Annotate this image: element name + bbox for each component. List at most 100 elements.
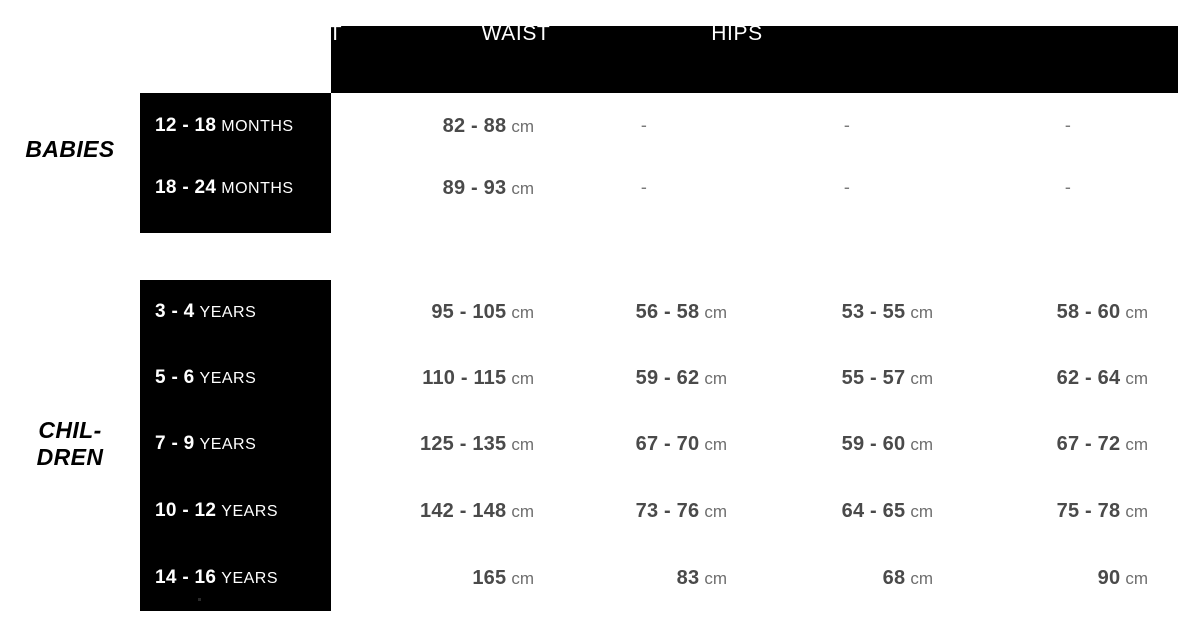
value-unit: cm <box>704 569 727 588</box>
value-children-2-bust: 67 - 70 cm <box>467 433 727 456</box>
value-children-3-bust: 73 - 76 cm <box>467 500 727 523</box>
size-block-children <box>140 280 331 611</box>
value-number: 59 - 60 <box>841 433 906 455</box>
render-artifact-dot <box>198 598 201 601</box>
size-unit: MONTHS <box>221 180 294 197</box>
size-unit: YEARS <box>221 503 279 520</box>
value-number: - <box>1064 115 1072 135</box>
size-label-children-2: 7 - 9 YEARS <box>155 433 256 455</box>
value-children-2-height: 125 - 135 cm <box>274 433 534 456</box>
value-number: 55 - 57 <box>841 367 906 389</box>
value-children-2-hips: 67 - 72 cm <box>888 433 1148 456</box>
size-label-children-0: 3 - 4 YEARS <box>155 301 256 323</box>
value-babies-0-height: 82 - 88 cm <box>274 115 534 138</box>
group-label-children: CHIL- DREN <box>36 417 104 471</box>
value-children-1-height: 110 - 115 cm <box>274 367 534 390</box>
size-label-children-3: 10 - 12 YEARS <box>155 500 278 522</box>
value-number: 67 - 70 <box>635 433 700 455</box>
size-range: 10 - 12 <box>155 500 217 521</box>
value-number: - <box>640 177 648 197</box>
size-range: 18 - 24 <box>155 177 217 198</box>
value-children-0-waist: 53 - 55 cm <box>673 301 933 324</box>
size-range: 7 - 9 <box>155 433 195 454</box>
value-children-0-height: 95 - 105 cm <box>274 301 534 324</box>
value-number: 64 - 65 <box>841 500 906 522</box>
size-unit: YEARS <box>199 304 257 321</box>
value-babies-1-bust: - cm <box>514 177 774 198</box>
value-children-0-bust: 56 - 58 cm <box>467 301 727 324</box>
value-number: 142 - 148 <box>420 500 507 522</box>
value-number: 62 - 64 <box>1056 367 1121 389</box>
size-range: 12 - 18 <box>155 115 217 136</box>
value-number: - <box>843 177 851 197</box>
size-unit: YEARS <box>199 370 257 387</box>
value-babies-0-waist: -cm <box>717 115 977 136</box>
size-unit: MONTHS <box>221 118 294 135</box>
value-unit: cm <box>511 569 534 588</box>
size-range: 5 - 6 <box>155 367 195 388</box>
value-children-3-waist: 64 - 65 cm <box>673 500 933 523</box>
value-unit: cm <box>704 502 727 521</box>
value-children-1-hips: 62 - 64 cm <box>888 367 1148 390</box>
value-children-4-height: 165 cm <box>274 567 534 590</box>
value-unit: cm <box>910 435 933 454</box>
value-unit: cm <box>910 303 933 322</box>
size-label-babies-0: 12 - 18 MONTHS <box>155 115 294 137</box>
value-number: - <box>640 115 648 135</box>
column-header-waist: WAIST <box>481 22 551 45</box>
value-unit: cm <box>1125 435 1148 454</box>
value-babies-0-hips: -cm <box>938 115 1198 136</box>
value-unit: cm <box>511 435 534 454</box>
value-unit: cm <box>704 369 727 388</box>
value-children-3-hips: 75 - 78 cm <box>888 500 1148 523</box>
value-children-0-hips: 58 - 60 cm <box>888 301 1148 324</box>
value-unit: cm <box>704 303 727 322</box>
size-unit: YEARS <box>199 436 257 453</box>
value-unit: cm <box>1125 569 1148 588</box>
size-range: 3 - 4 <box>155 301 195 322</box>
value-children-4-waist: 68 cm <box>673 567 933 590</box>
value-number: 59 - 62 <box>635 367 700 389</box>
value-number: 75 - 78 <box>1056 500 1121 522</box>
value-number: 56 - 58 <box>635 301 700 323</box>
size-label-children-1: 5 - 6 YEARS <box>155 367 256 389</box>
value-unit: cm <box>1125 502 1148 521</box>
value-number: 73 - 76 <box>635 500 700 522</box>
value-number: 67 - 72 <box>1056 433 1121 455</box>
value-children-1-bust: 59 - 62 cm <box>467 367 727 390</box>
value-unit: cm <box>1125 303 1148 322</box>
size-block-babies <box>140 93 331 233</box>
value-unit: cm <box>511 179 534 198</box>
column-header-height: HEIGHT <box>84 22 168 45</box>
value-unit: cm <box>511 303 534 322</box>
size-unit: YEARS <box>221 570 279 587</box>
value-children-1-waist: 55 - 57 cm <box>673 367 933 390</box>
value-number: - <box>1064 177 1072 197</box>
value-number: 125 - 135 <box>420 433 507 455</box>
value-unit: cm <box>910 502 933 521</box>
column-header-hips: HIPS <box>711 22 763 45</box>
value-babies-1-hips: -cm <box>938 177 1198 198</box>
value-babies-0-bust: - cm <box>514 115 774 136</box>
size-label-babies-1: 18 - 24 MONTHS <box>155 177 294 199</box>
value-unit: cm <box>511 502 534 521</box>
value-number: 165 <box>472 567 507 589</box>
value-unit: cm <box>511 117 534 136</box>
value-children-2-waist: 59 - 60 cm <box>673 433 933 456</box>
value-number: 82 - 88 <box>442 115 507 137</box>
value-number: 58 - 60 <box>1056 301 1121 323</box>
value-unit: cm <box>704 435 727 454</box>
table-header-bar <box>331 26 1178 93</box>
value-number: 90 <box>1097 567 1121 589</box>
value-number: 110 - 115 <box>422 367 507 389</box>
value-number: 89 - 93 <box>442 177 507 199</box>
value-number: 95 - 105 <box>431 301 507 323</box>
value-children-3-height: 142 - 148 cm <box>274 500 534 523</box>
column-header-bust: BUST <box>283 22 343 45</box>
size-label-children-4: 14 - 16 YEARS <box>155 567 278 589</box>
group-label-babies: BABIES <box>25 136 115 162</box>
value-unit: cm <box>910 569 933 588</box>
value-children-4-bust: 83 cm <box>467 567 727 590</box>
value-number: 53 - 55 <box>841 301 906 323</box>
